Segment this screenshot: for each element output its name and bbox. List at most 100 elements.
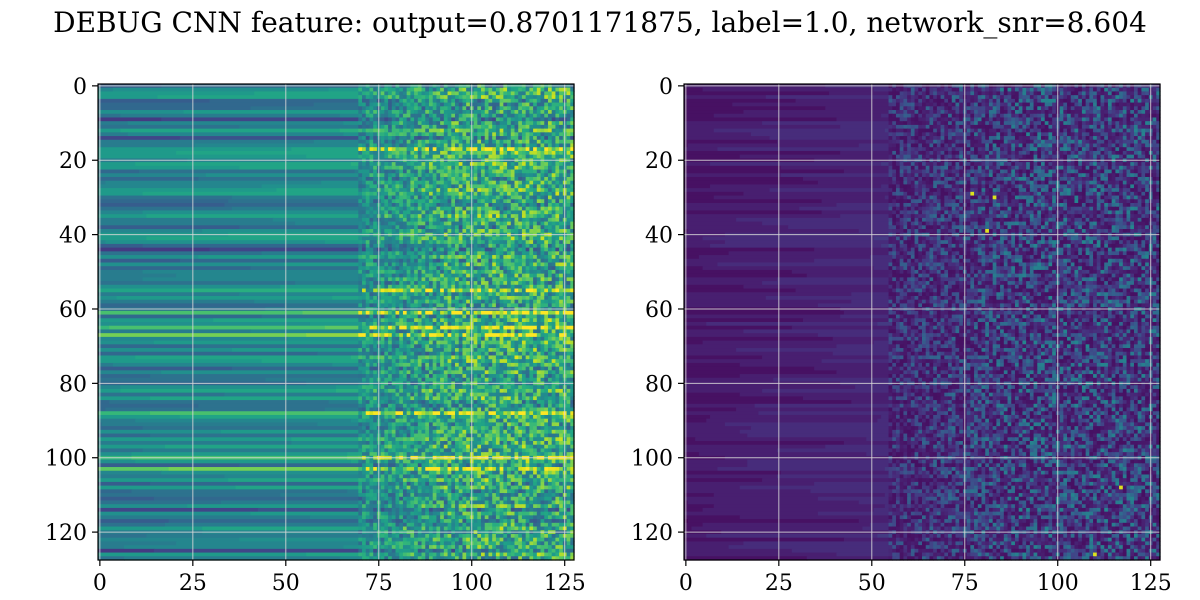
heatmap-cell-run [421, 385, 426, 390]
heatmap-cell-run [462, 113, 467, 119]
heatmap-cell-run [481, 191, 486, 197]
figure-title: DEBUG CNN feature: output=0.8701171875, … [53, 6, 1147, 39]
heatmap-cell-run [105, 240, 326, 245]
heatmap-cell-run [425, 251, 430, 256]
heatmap-cell-run [529, 210, 534, 215]
heatmap-cell-run [443, 362, 449, 368]
heatmap-cell-run [362, 217, 367, 223]
heatmap-cell-run [488, 366, 493, 371]
heatmap-cell-run [417, 139, 423, 145]
heatmap-cell-run [503, 370, 508, 375]
heatmap-cell-run [481, 284, 486, 290]
heatmap-cell-run [458, 165, 464, 171]
heatmap-cell-run [116, 295, 333, 301]
heatmap-cell-run [473, 266, 478, 271]
heatmap-cell-run [432, 255, 438, 260]
heatmap-cell-run [503, 299, 508, 305]
heatmap-cell-run [521, 206, 527, 212]
heatmap-cell-run [525, 388, 530, 394]
heatmap-cell-run [369, 247, 374, 252]
heatmap-cell-run [559, 180, 564, 186]
heatmap-cell-run [510, 150, 516, 156]
heatmap-cell-run [425, 188, 430, 193]
heatmap-cell-run [521, 388, 527, 394]
heatmap-cell-run [432, 124, 438, 130]
heatmap-cell-run [261, 314, 359, 319]
heatmap-cell-run [555, 236, 560, 241]
heatmap-cell-run [451, 266, 456, 271]
heatmap-cell-run [358, 243, 363, 249]
heatmap-cell-run [458, 143, 464, 148]
heatmap-cell-run [488, 314, 493, 319]
heatmap-cell-run [566, 147, 571, 152]
heatmap-cell-run [458, 176, 464, 182]
heatmap-cell-run [373, 165, 378, 171]
heatmap-cell-run [440, 284, 445, 290]
heatmap-cell-run [365, 273, 371, 278]
heatmap-cell-run [559, 314, 564, 319]
heatmap-cell-run [455, 325, 460, 331]
heatmap-cell-run [410, 102, 415, 107]
heatmap-cell-run [365, 91, 371, 96]
heatmap-cell-run [321, 180, 359, 186]
heatmap-cell-run [507, 95, 512, 100]
heatmap-cell-run [462, 348, 467, 353]
heatmap-cell-run [417, 374, 423, 379]
heatmap-cell-run [503, 385, 508, 390]
heatmap-cell-run [395, 180, 400, 186]
heatmap-cell-run [455, 87, 460, 93]
heatmap-cell-run [440, 121, 445, 126]
heatmap-cell-run [525, 128, 530, 133]
heatmap-cell-run [555, 374, 560, 379]
heatmap-cell-run [324, 240, 359, 245]
heatmap-cell-run [540, 269, 545, 275]
heatmap-cell-run [384, 132, 389, 137]
heatmap-cell-run [436, 240, 441, 245]
heatmap-cell-run [309, 322, 359, 327]
heatmap-cell-run [402, 169, 408, 174]
heatmap-cell-run [358, 322, 363, 327]
heatmap-cell-run [362, 210, 367, 215]
heatmap-cell-run [380, 236, 385, 241]
heatmap-cell-run [362, 247, 367, 252]
heatmap-cell-run [391, 91, 397, 96]
heatmap-cell-run [399, 110, 404, 115]
heatmap-cell-run [362, 191, 367, 197]
heatmap-cell-run [492, 348, 497, 353]
heatmap-cell-run [525, 199, 530, 204]
heatmap-cell-run [521, 370, 527, 375]
heatmap-cell-run [488, 87, 493, 93]
heatmap-cell-run [443, 333, 449, 338]
heatmap-cell-run [466, 273, 471, 278]
heatmap-cell-run [406, 128, 411, 133]
heatmap-cell-run [395, 214, 400, 219]
heatmap-cell-run [373, 247, 378, 252]
heatmap-cell-run [462, 184, 467, 189]
heatmap-cell-run [406, 266, 411, 271]
heatmap-cell-run [414, 210, 419, 215]
heatmap-cell-run [380, 240, 385, 245]
heatmap-cell-run [481, 143, 486, 148]
heatmap-cell-run [547, 132, 553, 137]
heatmap-cell-run [488, 262, 493, 267]
heatmap-cell-run [417, 247, 423, 252]
heatmap-cell-run [540, 288, 545, 293]
heatmap-cell-run [507, 295, 512, 301]
heatmap-cell-run [481, 247, 486, 252]
heatmap-cell-run [373, 262, 378, 267]
heatmap-cell-run [473, 191, 478, 197]
heatmap-cell-run [410, 329, 415, 334]
heatmap-cell-run [477, 329, 482, 334]
heatmap-cell-run [428, 344, 434, 349]
heatmap-cell-run [365, 255, 371, 260]
heatmap-cell-run [428, 221, 434, 226]
heatmap-cell-run [551, 284, 557, 290]
heatmap-cell-run [395, 87, 400, 93]
heatmap-cell-run [399, 370, 404, 375]
heatmap-cell-run [358, 355, 363, 360]
heatmap-cell-run [547, 199, 553, 204]
heatmap-cell-run [473, 210, 478, 215]
heatmap-cell-run [425, 262, 430, 267]
heatmap-cell-run [425, 377, 430, 383]
heatmap-cell-run [373, 113, 378, 119]
